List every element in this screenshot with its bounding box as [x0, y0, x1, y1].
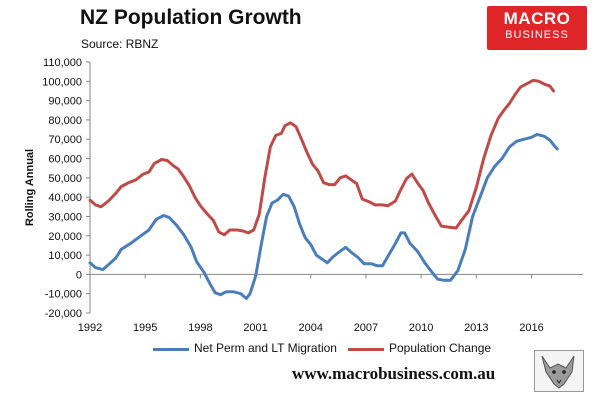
logo-line-1: MACRO	[503, 9, 571, 28]
x-tick-label: 2016	[519, 322, 543, 334]
y-tick-label: -20,000	[45, 308, 82, 320]
x-tick-label: 1998	[188, 322, 212, 334]
chart-title: NZ Population Growth	[80, 6, 302, 29]
x-tick-label: 2007	[354, 322, 378, 334]
x-tick-label: 1995	[133, 322, 157, 334]
series-line-population	[88, 78, 556, 237]
legend-swatch-population	[348, 348, 384, 351]
y-tick-label: 60,000	[48, 154, 82, 166]
x-tick-label: 2013	[464, 322, 488, 334]
y-tick-label: 10,000	[48, 250, 82, 262]
logo-line-2: BUSINESS	[505, 29, 569, 41]
macrobusiness-logo: MACRO BUSINESS	[487, 6, 587, 50]
y-tick-label: -10,000	[45, 289, 82, 301]
x-tick-label: 2001	[243, 322, 267, 334]
y-tick-label: 0	[76, 269, 82, 281]
legend-label-population: Population Change	[389, 341, 492, 355]
series-line-migration	[88, 132, 559, 300]
y-tick-label: 100,000	[42, 76, 82, 88]
website-url: www.macrobusiness.com.au	[292, 364, 496, 383]
y-tick-label: 40,000	[48, 192, 82, 204]
legend-swatch-migration	[153, 348, 189, 351]
y-tick-label: 90,000	[48, 96, 82, 108]
y-tick-label: 110,000	[43, 57, 82, 69]
x-tick-label: 1992	[78, 322, 102, 334]
y-tick-label: 80,000	[48, 115, 82, 127]
legend-label-migration: Net Perm and LT Migration	[194, 341, 337, 355]
y-tick-label: 50,000	[48, 173, 82, 185]
y-axis-title: Rolling Annual	[24, 149, 36, 226]
y-tick-label: 30,000	[48, 211, 82, 223]
y-tick-label: 70,000	[48, 134, 82, 146]
fox-logo-icon	[534, 350, 584, 392]
x-tick-label: 2010	[409, 322, 433, 334]
y-tick-label: 20,000	[48, 231, 82, 243]
x-tick-label: 2004	[299, 322, 323, 334]
chart-source: Source: RBNZ	[81, 37, 159, 51]
